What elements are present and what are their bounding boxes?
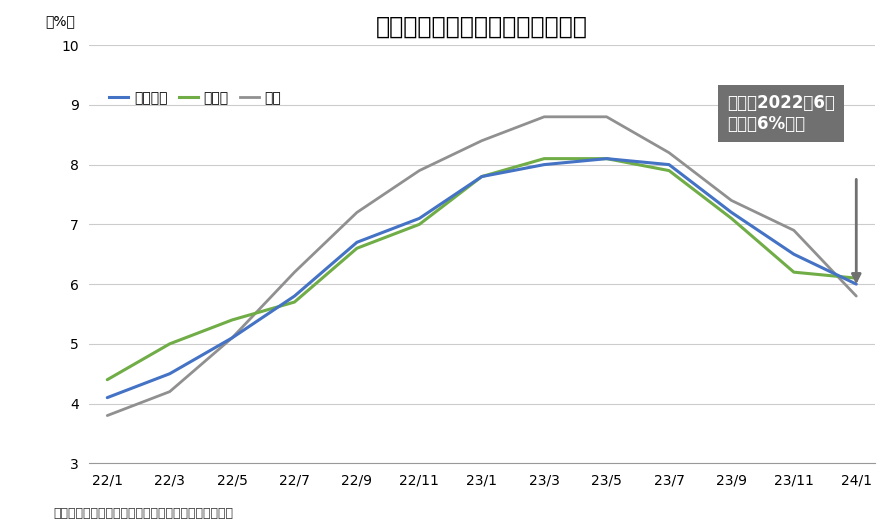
Legend: 帰属家賃, 住居費, 家賃: 帰属家賃, 住居費, 家賃	[103, 86, 287, 111]
Title: 米住宅関連の物価はピークアウト: 米住宅関連の物価はピークアウト	[376, 15, 587, 39]
Text: 家賃は2022年6月
以来の6%割れ: 家賃は2022年6月 以来の6%割れ	[727, 95, 836, 133]
Text: （%）: （%）	[45, 14, 75, 28]
Text: 出所：米労働統計局よりストリート・インサイツ作成: 出所：米労働統計局よりストリート・インサイツ作成	[53, 507, 233, 520]
